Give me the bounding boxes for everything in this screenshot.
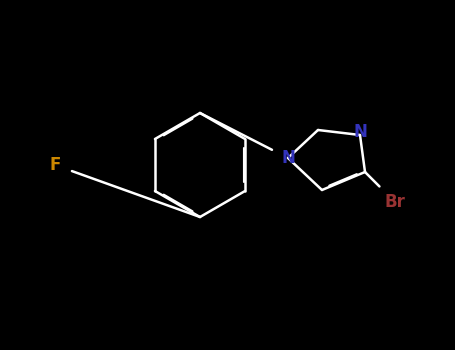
Text: N: N	[353, 123, 367, 141]
Text: N: N	[281, 149, 295, 167]
Text: F: F	[49, 156, 61, 174]
Text: Br: Br	[384, 193, 405, 211]
